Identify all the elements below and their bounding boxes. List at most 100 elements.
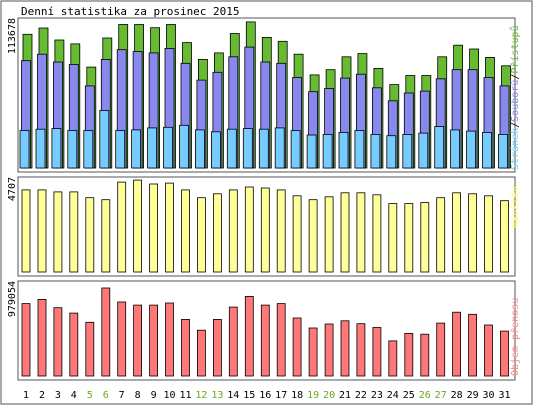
kbytes-bar-day-22 xyxy=(356,323,366,377)
kbytes-legend: Objem přenosu xyxy=(509,298,521,376)
visits-bar-day-26 xyxy=(420,202,430,273)
visits-bar-day-24 xyxy=(388,203,398,273)
day-label-21: 21 xyxy=(339,390,351,401)
kbytes-bar-day-15 xyxy=(244,295,254,377)
day-label-3: 3 xyxy=(55,390,61,401)
day-label-26: 26 xyxy=(419,390,431,401)
pages-bar-day-16 xyxy=(258,128,269,169)
pages-bar-day-1 xyxy=(19,130,30,169)
pages-bar-day-14 xyxy=(226,128,237,169)
visits-bar-day-25 xyxy=(404,203,414,273)
day-label-28: 28 xyxy=(451,390,463,401)
visits-bar-day-11 xyxy=(181,189,190,273)
kbytes-bar-day-23 xyxy=(372,327,382,377)
kbytes-panel-frame xyxy=(17,280,516,381)
pages-bar-day-22 xyxy=(354,130,365,169)
visits-bar-day-10 xyxy=(165,182,174,273)
kbytes-bar-day-8 xyxy=(133,304,143,377)
pages-bar-day-7 xyxy=(115,130,126,169)
visits-bar-day-5 xyxy=(85,197,95,273)
visits-bar-day-4 xyxy=(69,191,79,273)
visits-bar-day-17 xyxy=(276,189,286,273)
kbytes-bar-day-30 xyxy=(484,324,493,377)
day-label-4: 4 xyxy=(71,390,77,401)
kbytes-bar-day-13 xyxy=(212,318,222,377)
pages-bar-day-31 xyxy=(498,133,508,169)
visits-bar-day-28 xyxy=(452,192,462,273)
day-label-13: 13 xyxy=(211,390,223,401)
day-label-31: 31 xyxy=(498,390,510,401)
pages-bar-day-26 xyxy=(418,132,429,169)
day-label-22: 22 xyxy=(355,390,367,401)
pages-bar-day-24 xyxy=(386,135,397,169)
day-label-5: 5 xyxy=(87,390,93,401)
pages-bar-day-4 xyxy=(67,130,78,169)
day-label-9: 9 xyxy=(151,390,157,401)
kbytes-bar-day-4 xyxy=(69,312,79,377)
hits-panel-frame xyxy=(17,17,516,173)
kbytes-bar-day-18 xyxy=(292,317,302,377)
kbytes-bar-day-19 xyxy=(308,327,318,377)
visits-panel-frame xyxy=(17,176,516,277)
pages-bar-day-29 xyxy=(466,130,477,169)
day-label-7: 7 xyxy=(119,390,125,401)
kbytes-bar-day-9 xyxy=(149,304,159,377)
visits-ymax-label: 4707 xyxy=(7,177,18,201)
kbytes-bar-day-5 xyxy=(85,321,95,377)
kbytes-bar-day-3 xyxy=(53,307,63,377)
visits-bar-day-12 xyxy=(196,197,206,273)
pages-bar-day-10 xyxy=(163,126,173,169)
day-label-25: 25 xyxy=(403,390,415,401)
pages-bar-day-11 xyxy=(179,124,189,169)
pages-bar-day-17 xyxy=(274,127,285,169)
pages-bar-day-23 xyxy=(370,133,381,169)
visits-bar-day-13 xyxy=(212,193,222,273)
day-label-1: 1 xyxy=(23,390,29,401)
visits-bar-day-8 xyxy=(133,179,143,273)
pages-bar-day-12 xyxy=(194,129,205,169)
day-label-30: 30 xyxy=(482,390,494,401)
day-label-27: 27 xyxy=(435,390,447,401)
day-label-12: 12 xyxy=(195,390,207,401)
visits-bar-day-15 xyxy=(244,186,254,273)
visits-bar-day-7 xyxy=(117,181,127,273)
pages-bar-day-25 xyxy=(402,133,413,169)
visits-bar-day-21 xyxy=(340,192,350,273)
kbytes-bar-day-31 xyxy=(500,330,509,377)
day-label-6: 6 xyxy=(103,390,109,401)
legend-separator-2: / xyxy=(510,74,521,80)
visits-bar-day-6 xyxy=(101,199,111,273)
day-label-17: 17 xyxy=(275,390,287,401)
kbytes-bar-day-21 xyxy=(340,320,350,377)
pages-bar-day-20 xyxy=(322,133,333,169)
kbytes-ymax-label: 979054 xyxy=(7,281,18,317)
kbytes-bar-day-12 xyxy=(196,329,206,377)
visits-bar-day-2 xyxy=(37,189,47,273)
legend-hits: Přístupů xyxy=(509,25,521,73)
day-axis-labels: 1 2 3 4 5 6 7 8 9 10 11 12 13 14 15 16 17 18 19 20 21 22 23 24 2… xyxy=(23,390,511,401)
visits-bar-day-20 xyxy=(324,196,334,273)
day-label-29: 29 xyxy=(467,390,479,401)
visits-bar-day-3 xyxy=(53,191,63,273)
visits-bar-day-18 xyxy=(292,195,302,273)
visits-bar-day-1 xyxy=(21,189,31,273)
visits-bar-day-23 xyxy=(372,194,382,273)
visits-bar-day-30 xyxy=(484,195,493,273)
kbytes-bars xyxy=(21,287,509,377)
day-label-16: 16 xyxy=(259,390,271,401)
kbytes-bar-day-6 xyxy=(101,287,111,377)
kbytes-bar-day-26 xyxy=(420,333,430,377)
legend-pages: Stránek xyxy=(509,128,521,170)
day-label-8: 8 xyxy=(135,390,141,401)
pages-bar-day-18 xyxy=(290,130,301,169)
day-label-14: 14 xyxy=(227,390,239,401)
day-label-11: 11 xyxy=(179,390,191,401)
chart-title: Denní statistika za prosinec 2015 xyxy=(21,5,240,18)
kbytes-bar-day-27 xyxy=(436,322,446,377)
day-label-19: 19 xyxy=(307,390,319,401)
pages-bar-day-9 xyxy=(147,127,158,169)
pages-bar-day-13 xyxy=(210,131,221,169)
pages-bar-day-21 xyxy=(338,131,349,169)
